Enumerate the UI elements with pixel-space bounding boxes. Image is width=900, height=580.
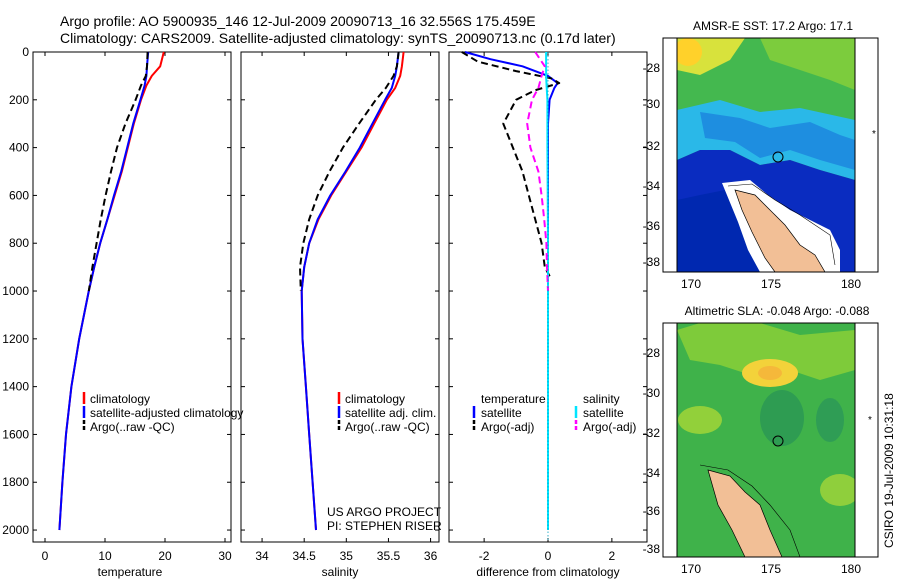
difference-legend: temperature salinity satellite Argo(-adj… — [472, 392, 636, 434]
legend-label-s-satellite: satellite — [583, 406, 624, 420]
salinity-x-ticks: 34 34.5 35 35.5 36 — [255, 52, 438, 563]
legend-title-salinity: salinity — [583, 392, 620, 406]
sla-map-tick-y: -32 — [643, 426, 661, 440]
sla-high — [758, 366, 782, 380]
x-tick-label: 30 — [218, 549, 232, 563]
sla-low — [816, 398, 844, 442]
series-line-satellite-adj-clim — [300, 51, 400, 531]
x-tick-label: 0 — [545, 549, 552, 563]
depth-tick-label: 1000 — [2, 284, 29, 298]
x-tick-label: -2 — [479, 549, 490, 563]
series-line-argo-raw-qc — [299, 51, 400, 292]
figure-title-line1: Argo profile: AO 5900935_146 12-Jul-2009… — [60, 13, 536, 29]
depth-tick-label: 1200 — [2, 332, 29, 346]
depth-tick-label: 400 — [9, 141, 29, 155]
x-tick-label: 34 — [255, 549, 269, 563]
sst-map-tick-x: 180 — [841, 277, 861, 291]
x-tick-label: 34.5 — [293, 549, 317, 563]
depth-tick-label: 600 — [9, 188, 29, 202]
sla-map-tick-y: -30 — [643, 386, 661, 400]
pi-credit: PI: STEPHEN RISER — [327, 519, 442, 533]
temperature-series — [58, 51, 165, 531]
sla-map-tick-y: -34 — [643, 466, 661, 480]
sla-low — [760, 390, 804, 446]
salinity-legend: climatology satellite adj. clim. Argo(..… — [337, 392, 436, 434]
legend-label-t-satellite: satellite — [481, 406, 522, 420]
depth-tick-label: 200 — [9, 93, 29, 107]
sst-map-axes — [662, 37, 879, 273]
series-line-climatology — [300, 51, 405, 531]
salinity-axes — [240, 51, 440, 543]
depth-tick-label: 2000 — [2, 523, 29, 537]
depth-tick-label: 800 — [9, 236, 29, 250]
legend-label-t-argo: Argo(-adj) — [481, 420, 534, 434]
sst-map-symbol: * — [872, 129, 876, 140]
temperature-axes — [32, 51, 232, 543]
sla-map-image — [677, 323, 855, 557]
x-tick-label: 20 — [158, 549, 172, 563]
sst-map-tick-x: 175 — [761, 277, 781, 291]
x-tick-label: 10 — [98, 549, 112, 563]
legend-label-s-argo: Argo(-adj) — [583, 420, 636, 434]
sst-float-marker — [772, 151, 784, 163]
series-line-temperature-satellite — [464, 51, 559, 530]
sla-high — [678, 406, 722, 434]
sla-map-tick-y: -28 — [643, 346, 661, 360]
series-line-climatology — [58, 51, 165, 531]
series-line-temperature-argo-adj — [461, 51, 561, 280]
sla-map-title: Altimetric SLA: -0.048 Argo: -0.088 — [685, 304, 870, 318]
sla-map-tick-x: 170 — [681, 562, 701, 576]
legend-label-argo: Argo(..raw -QC) — [90, 420, 175, 434]
depth-tick-label: 1400 — [2, 380, 29, 394]
legend-title-temperature: temperature — [481, 392, 546, 406]
sst-map-title: AMSR-E SST: 17.2 Argo: 17.1 — [693, 19, 853, 33]
sla-map-tick-x: 175 — [761, 562, 781, 576]
sla-map-tick-x: 180 — [841, 562, 861, 576]
depth-tick-label: 0 — [22, 45, 29, 59]
series-line-satellite-adjusted-climatology — [58, 51, 150, 531]
difference-xlabel: difference from climatology — [476, 565, 619, 579]
series-line-argo-raw-qc — [87, 51, 149, 292]
legend-label-satellite: satellite adj. clim. — [345, 406, 436, 420]
sst-map-tick-y: -34 — [643, 179, 661, 193]
depth-tick-label: 1600 — [2, 427, 29, 441]
salinity-series — [299, 51, 405, 531]
sla-map-tick-y: -36 — [643, 504, 661, 518]
project-credit: US ARGO PROJECT — [327, 505, 442, 519]
sst-map-tick-y: -38 — [643, 255, 661, 269]
x-tick-label: 2 — [609, 549, 616, 563]
sla-high — [820, 474, 855, 506]
sst-map-tick-y: -28 — [643, 61, 661, 75]
sst-map-tick-x: 170 — [681, 277, 701, 291]
sla-map-axes — [662, 322, 879, 558]
legend-label-satellite: satellite-adjusted climatology — [90, 406, 243, 420]
series-line-salinity-argo-adj — [526, 51, 549, 292]
temperature-x-ticks: 0 10 20 30 — [42, 52, 232, 563]
temperature-legend: climatology satellite-adjusted climatolo… — [82, 392, 243, 434]
sla-map-symbol: * — [868, 415, 872, 426]
legend-label-climatology: climatology — [90, 392, 150, 406]
depth-tick-label: 1800 — [2, 475, 29, 489]
csiro-stamp: CSIRO 19-Jul-2009 10:31:18 — [882, 393, 896, 548]
x-tick-label: 36 — [424, 549, 438, 563]
x-tick-label: 35.5 — [377, 549, 401, 563]
figure-title-line2: Climatology: CARS2009. Satellite-adjuste… — [60, 30, 616, 46]
legend-label-argo: Argo(..raw -QC) — [345, 420, 430, 434]
sst-map-tick-y: -32 — [643, 139, 661, 153]
sst-map-image — [677, 38, 855, 272]
legend-label-climatology: climatology — [345, 392, 405, 406]
x-tick-label: 35 — [340, 549, 354, 563]
sst-map-tick-y: -30 — [643, 97, 661, 111]
depth-axis: 0 200 400 600 800 1000 1200 1400 1600 1800 2000 — [2, 45, 647, 537]
x-tick-label: 0 — [42, 549, 49, 563]
salinity-xlabel: salinity — [322, 565, 359, 579]
sst-map-tick-y: -36 — [643, 219, 661, 233]
temperature-xlabel: temperature — [98, 565, 163, 579]
sla-float-marker — [772, 435, 784, 447]
difference-series — [461, 51, 561, 530]
sla-map-tick-y: -38 — [643, 542, 661, 556]
